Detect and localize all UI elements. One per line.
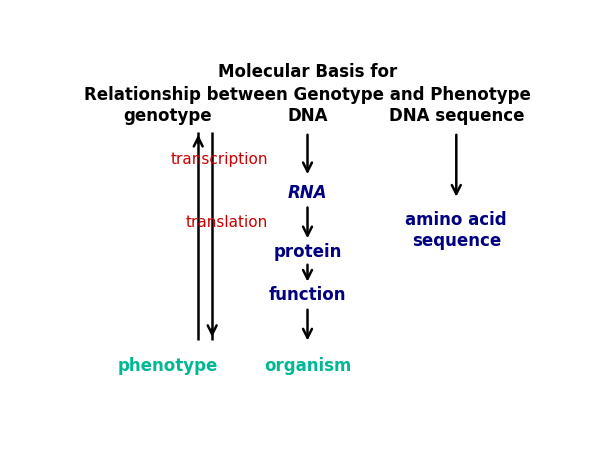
Text: protein: protein [274, 243, 341, 261]
Text: DNA: DNA [287, 108, 328, 126]
Text: DNA sequence: DNA sequence [389, 108, 524, 126]
Text: genotype: genotype [124, 108, 212, 126]
Text: transcription: transcription [170, 152, 268, 167]
Text: function: function [269, 286, 346, 304]
Text: phenotype: phenotype [118, 357, 218, 375]
Text: RNA: RNA [288, 184, 327, 202]
Text: amino acid
sequence: amino acid sequence [406, 212, 507, 250]
Text: organism: organism [264, 357, 351, 375]
Text: translation: translation [186, 215, 268, 230]
Text: Molecular Basis for
Relationship between Genotype and Phenotype: Molecular Basis for Relationship between… [84, 63, 531, 104]
